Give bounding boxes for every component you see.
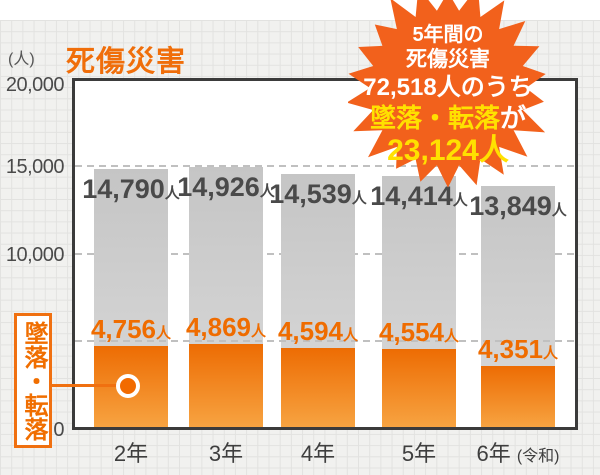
total-value-label: 14,539人	[269, 178, 367, 209]
gridline-15000	[75, 164, 575, 167]
x-axis-label: 5年	[401, 441, 437, 466]
fall-bar	[281, 348, 355, 428]
y-axis-tick-label: 0	[53, 419, 64, 441]
chart-title: 死傷災害	[66, 46, 187, 78]
y-axis-tick-label: 20,000	[5, 74, 65, 96]
callout-circle-marker	[116, 374, 140, 398]
y-axis-unit-label: (人)	[8, 51, 35, 68]
badge-line-4-tail: が	[500, 103, 527, 133]
falls-callout-box: 墜落・転落	[14, 313, 52, 448]
y-axis-tick-label: 10,000	[5, 243, 65, 266]
x-axis-label: 3年	[208, 441, 244, 466]
callout-connector-line	[50, 384, 118, 387]
total-value-label: 14,414人	[370, 181, 468, 212]
fall-value-label: 4,869人	[185, 311, 267, 342]
badge-line-4-highlight: 墜落・転落	[369, 103, 500, 133]
total-value-label: 14,790人	[82, 174, 180, 205]
badge-line-4: 墜落・転落が	[338, 103, 558, 134]
falls-callout-label: 墜落・転落	[20, 320, 47, 441]
badge-line-5: 23,124人	[387, 134, 509, 167]
badge-line-1: 5年間の	[412, 24, 484, 46]
starburst-shape	[348, 0, 546, 188]
starburst-badge	[348, 0, 546, 188]
fall-value-label: 4,351人	[477, 334, 559, 364]
fall-value-label: 4,756人	[90, 313, 172, 344]
x-axis-label: 6年 (令和)	[476, 441, 560, 466]
fall-bar	[481, 366, 555, 428]
total-value-label: 13,849人	[469, 190, 567, 221]
badge-line-2: 死傷災害	[406, 48, 490, 71]
fall-bar	[189, 343, 263, 428]
starburst-badge-text: 5年間の 死傷災害 72,518人のうち 墜落・転落が 23,124人	[338, 24, 558, 168]
fall-value-label: 4,554人	[378, 317, 460, 348]
fall-bar	[382, 349, 456, 428]
y-axis-tick-label: 15,000	[5, 155, 65, 178]
total-value-label: 14,926人	[177, 172, 275, 203]
x-axis-label: 4年	[300, 441, 336, 466]
gridline-5000	[75, 340, 575, 343]
badge-line-3: 72,518人のうち	[363, 74, 533, 101]
x-axis-label: 2年	[113, 441, 149, 466]
fall-value-label: 4,594人	[277, 316, 359, 347]
